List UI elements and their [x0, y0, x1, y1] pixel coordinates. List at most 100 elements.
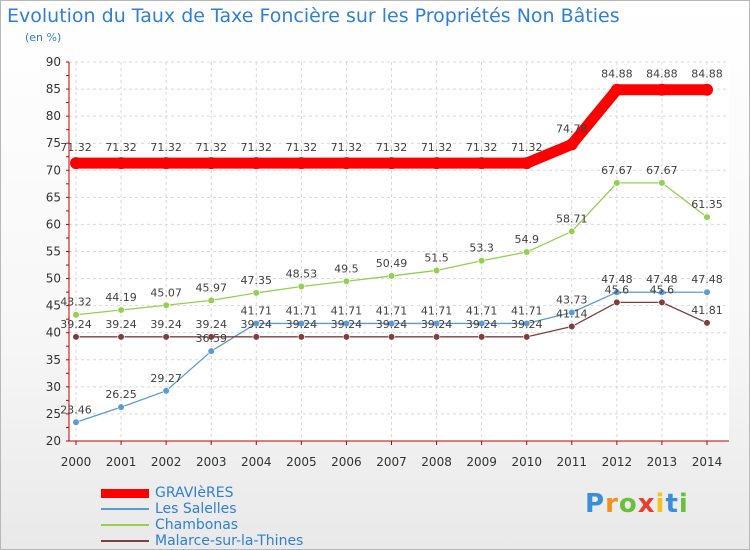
data-label: 71.32 [60, 141, 92, 154]
data-label: 71.32 [105, 141, 137, 154]
series-point [523, 248, 531, 256]
data-label: 26.25 [105, 388, 137, 401]
series-point [387, 272, 396, 280]
data-label: 39.24 [150, 318, 182, 331]
data-label: 61.35 [691, 198, 723, 211]
y-tick-label: 75 [46, 136, 61, 150]
series-point [432, 333, 441, 341]
y-tick-label: 55 [46, 245, 61, 259]
legend-label: GRAVIèRES [155, 485, 234, 501]
series-point [568, 322, 576, 331]
logo-letter: r [605, 489, 619, 519]
y-tick-label: 85 [46, 82, 61, 96]
series-point [613, 298, 621, 306]
y-tick-label: 60 [46, 217, 61, 231]
series-point [387, 333, 396, 341]
y-tick-label: 30 [46, 380, 61, 394]
proxiti-logo: Proxiti [585, 489, 689, 519]
data-label: 54.9 [514, 233, 539, 246]
data-label: 45.6 [650, 283, 675, 296]
data-label: 71.32 [331, 141, 363, 154]
chart-title: Evolution du Taux de Taxe Foncière sur l… [7, 5, 620, 27]
data-label: 49.5 [334, 262, 359, 275]
data-label: 67.67 [646, 164, 678, 177]
data-label: 29.27 [150, 372, 182, 385]
series-point [430, 157, 443, 170]
data-label: 39.24 [195, 318, 227, 331]
data-label: 47.48 [646, 273, 678, 286]
series-point [658, 298, 666, 306]
series-point [207, 333, 215, 341]
data-label: 71.32 [511, 141, 543, 154]
series-point [160, 157, 173, 170]
legend-label: Les Salelles [155, 501, 237, 517]
series-point [655, 83, 668, 96]
data-label: 71.32 [195, 141, 227, 154]
series-point [432, 266, 441, 275]
data-label: 39.24 [421, 318, 453, 331]
series-point [162, 333, 170, 341]
data-label: 71.32 [286, 141, 318, 154]
y-tick-label: 20 [46, 434, 61, 448]
data-label: 41.71 [511, 304, 543, 317]
data-label: 71.32 [466, 141, 498, 154]
y-tick-label: 50 [46, 272, 61, 286]
x-tick-label: 2006 [331, 455, 362, 469]
data-label: 53.3 [469, 242, 494, 255]
series-point [252, 289, 260, 297]
legend-swatch [101, 508, 149, 510]
series-point [432, 319, 441, 328]
series-point [565, 138, 578, 151]
logo-letter: t [665, 489, 679, 519]
data-label: 43.73 [556, 294, 588, 307]
series-point [205, 157, 218, 170]
series-point [117, 306, 125, 314]
series-point [523, 333, 531, 341]
data-label: 47.48 [691, 273, 723, 286]
data-label: 41.71 [466, 304, 498, 317]
y-tick-label: 25 [46, 407, 61, 421]
series-point [613, 179, 621, 187]
data-label: 39.24 [331, 318, 363, 331]
series-point [207, 296, 215, 304]
series-point [701, 83, 713, 96]
series-point [385, 157, 398, 170]
series-point [613, 288, 621, 296]
data-label: 41.81 [691, 304, 723, 317]
legend-swatch [101, 524, 149, 526]
data-label: 39.24 [511, 318, 543, 331]
logo-letter: P [585, 489, 606, 519]
data-label: 39.24 [466, 318, 498, 331]
series-point [568, 308, 576, 317]
logo-letter: o [618, 489, 638, 519]
data-label: 67.67 [601, 164, 633, 177]
series-point [72, 418, 80, 426]
series-point [72, 333, 80, 341]
data-label: 84.88 [601, 68, 633, 81]
x-tick-label: 2012 [602, 455, 633, 469]
x-tick-label: 2004 [241, 455, 272, 469]
y-tick-label: 35 [46, 353, 61, 367]
x-tick-label: 2010 [511, 455, 542, 469]
series-point [478, 333, 486, 341]
data-label: 50.49 [376, 257, 408, 270]
series-point [703, 288, 711, 296]
series-point [252, 333, 260, 341]
data-label: 39.24 [241, 318, 273, 331]
data-label: 41.71 [331, 304, 363, 317]
data-label: 48.53 [286, 268, 318, 281]
series-point [250, 157, 263, 170]
series-point [162, 387, 170, 395]
series-point [117, 333, 125, 341]
x-tick-label: 2009 [466, 455, 497, 469]
y-tick-label: 80 [46, 109, 61, 123]
series-point [703, 319, 711, 327]
data-label: 71.32 [376, 141, 408, 154]
series-point [523, 319, 531, 328]
series-point [297, 333, 305, 341]
series-point [252, 319, 260, 328]
data-label: 51.5 [424, 251, 449, 264]
chart-subtitle: (en %) [25, 31, 62, 44]
